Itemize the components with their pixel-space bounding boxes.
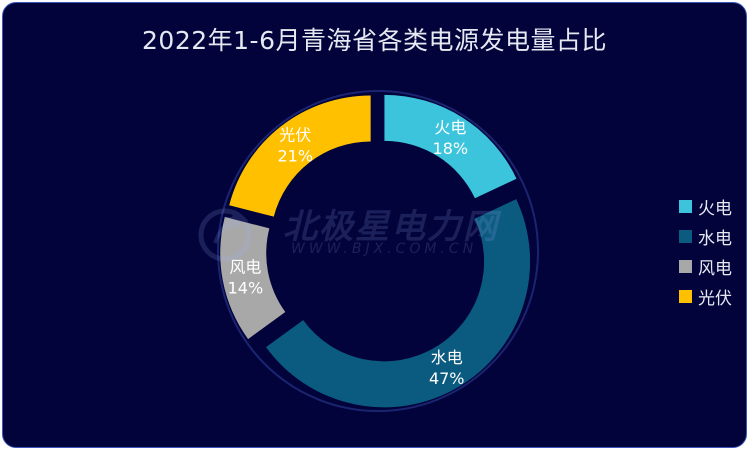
slice-percent-label: 18% bbox=[433, 139, 469, 158]
chart-panel: 2022年1-6月青海省各类电源发电量占比 火电 18% 水电 47% 风电 14% 光伏 2… bbox=[2, 2, 747, 448]
slice-category-label: 火电 bbox=[434, 118, 466, 137]
outer-guide-ring bbox=[217, 90, 539, 412]
slice-percent-label: 47% bbox=[429, 369, 465, 388]
donut-slice-水电 bbox=[265, 199, 531, 408]
donut-chart: 火电 18% 水电 47% 风电 14% 光伏 21% bbox=[217, 90, 539, 412]
legend-label: 光伏 bbox=[698, 288, 732, 309]
slice-category-label: 风电 bbox=[229, 257, 261, 276]
legend-label: 风电 bbox=[698, 258, 732, 279]
legend-label: 火电 bbox=[698, 198, 732, 219]
legend-swatch bbox=[679, 229, 692, 243]
watermark: 北极星电力网 WWW.BJX.COM.CN bbox=[195, 199, 555, 269]
legend-swatch bbox=[679, 289, 692, 303]
chart-legend: 火电 水电 风电 光伏 bbox=[679, 191, 732, 311]
legend-item[interactable]: 水电 bbox=[679, 221, 732, 251]
legend-swatch bbox=[679, 259, 692, 273]
slice-percent-label: 14% bbox=[228, 278, 264, 297]
donut-slice-火电 bbox=[384, 94, 517, 199]
slice-percent-label: 21% bbox=[277, 146, 313, 165]
watermark-cn-text: 北极星电力网 bbox=[283, 207, 499, 247]
legend-label: 水电 bbox=[698, 228, 732, 249]
watermark-en-text: WWW.BJX.COM.CN bbox=[291, 241, 478, 257]
legend-item[interactable]: 风电 bbox=[679, 251, 732, 281]
legend-item[interactable]: 光伏 bbox=[679, 281, 732, 311]
watermark-logo-icon bbox=[198, 208, 252, 262]
legend-item[interactable]: 火电 bbox=[679, 191, 732, 221]
chart-title: 2022年1-6月青海省各类电源发电量占比 bbox=[142, 26, 607, 55]
donut-slice-光伏 bbox=[229, 95, 371, 217]
slice-category-label: 水电 bbox=[431, 348, 463, 367]
donut-slice-风电 bbox=[220, 216, 286, 340]
slice-category-label: 光伏 bbox=[279, 125, 311, 144]
legend-swatch bbox=[679, 199, 692, 213]
